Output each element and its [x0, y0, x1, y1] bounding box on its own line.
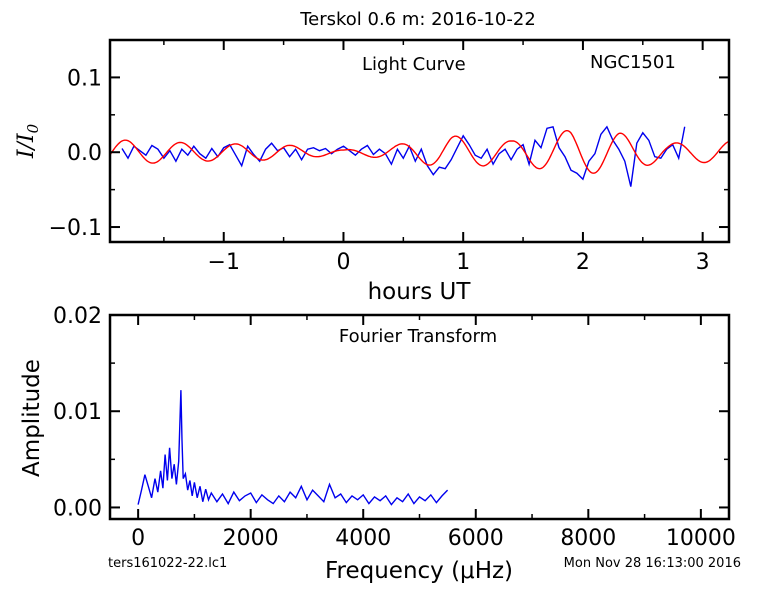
x-tick-label: 0 — [336, 250, 350, 275]
y-tick-label: 0.00 — [53, 496, 102, 521]
light-curve-y-axis-title: I/I0 — [14, 123, 42, 159]
y-tick-label: 0.0 — [67, 141, 102, 166]
light-curve-x-ticks: −1 0 1 2 3 — [163, 40, 710, 275]
light-curve-x-axis-title: hours UT — [368, 279, 472, 305]
x-tick-label: 10000 — [666, 526, 736, 551]
x-tick-label: 2000 — [223, 526, 279, 551]
x-tick-label: 2 — [576, 250, 590, 275]
x-tick-label: 3 — [696, 250, 710, 275]
light-curve-y-ticks: −0.1 0.0 0.1 — [49, 39, 729, 241]
y-tick-label: 0.02 — [53, 304, 102, 329]
light-curve-frame — [108, 38, 731, 244]
fourier-y-ticks: 0.00 0.01 0.02 — [53, 304, 729, 521]
fourier-panel: 0 2000 4000 6000 8000 10000 0.00 0.01 0.02 Four… — [19, 304, 736, 584]
light-curve-annotation: Light Curve — [362, 54, 466, 75]
fourier-x-axis-title: Frequency (μHz) — [325, 558, 513, 584]
x-tick-label: 8000 — [560, 526, 616, 551]
footer-filename: ters161022-22.lc1 — [108, 556, 227, 571]
fourier-plot-area — [137, 390, 449, 506]
x-tick-label: 0 — [131, 526, 145, 551]
light-curve-panel: −1 0 1 2 3 −0.1 0.0 0.1 Light Curve NGC1501 ho… — [14, 38, 731, 305]
light-curve-plot-area — [109, 125, 730, 187]
object-name-annotation: NGC1501 — [590, 52, 676, 73]
x-tick-label: 1 — [456, 250, 470, 275]
x-tick-label: 6000 — [448, 526, 504, 551]
x-tick-label: 4000 — [335, 526, 391, 551]
fourier-annotation: Fourier Transform — [339, 326, 497, 347]
footer-timestamp: Mon Nov 28 16:13:00 2016 — [564, 556, 741, 571]
fourier-y-axis-title: Amplitude — [19, 359, 45, 477]
fit-curve-line — [109, 129, 730, 174]
y-tick-label: 0.1 — [67, 66, 102, 91]
x-tick-label: −1 — [208, 250, 240, 275]
data-series-line — [121, 125, 686, 187]
y-tick-label: −0.1 — [49, 216, 102, 241]
fourier-x-ticks: 0 2000 4000 6000 8000 10000 — [131, 315, 736, 551]
data-series-line — [137, 390, 449, 506]
y-tick-label: 0.01 — [53, 400, 102, 425]
figure-title: Terskol 0.6 m: 2016-10-22 — [299, 9, 536, 30]
